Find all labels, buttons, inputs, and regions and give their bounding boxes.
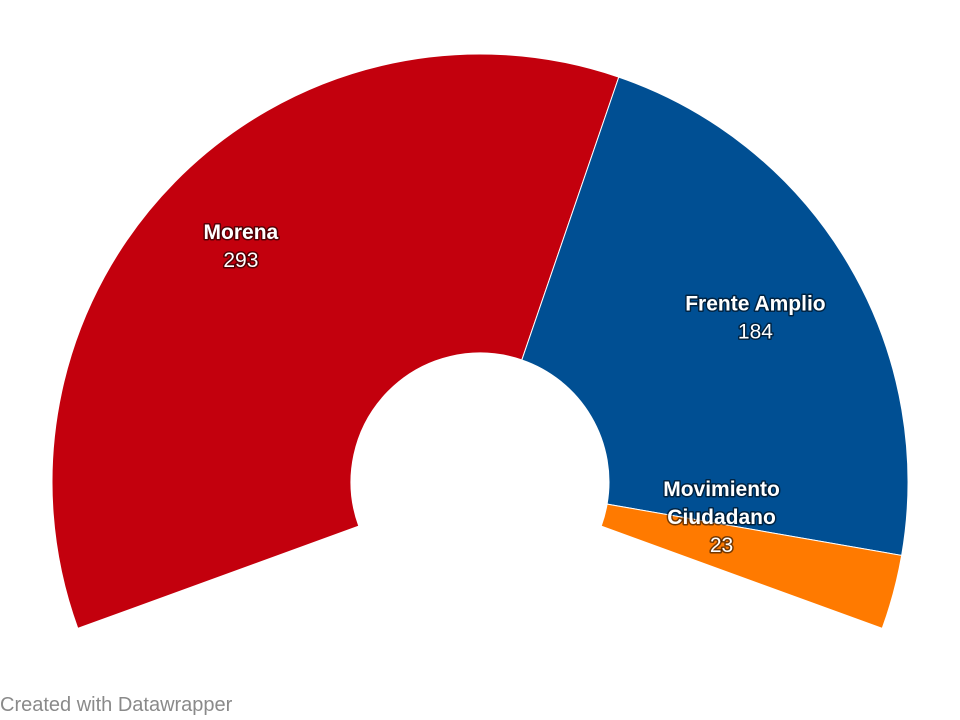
chart-slices — [51, 53, 909, 630]
slice-label-value: 23 — [710, 534, 733, 557]
chart-labels: Morena 293 Frente Amplio 184 Movimiento Ciuda… — [202, 219, 827, 558]
slice-morena[interactable] — [51, 53, 620, 630]
slice-frente-amplio[interactable] — [521, 76, 909, 557]
footer-credit[interactable]: Created with Datawrapper — [0, 694, 233, 716]
slice-label-value: 184 — [738, 321, 773, 344]
slice-label-name: Movimiento — [663, 478, 780, 501]
slice-label-value: 293 — [223, 249, 258, 272]
slice-label-name: Frente Amplio — [685, 293, 825, 316]
slice-label-name: Morena — [204, 221, 279, 244]
slice-movimiento-ciudadano[interactable] — [600, 503, 903, 630]
slice-label-name: Ciudadano — [667, 506, 776, 529]
